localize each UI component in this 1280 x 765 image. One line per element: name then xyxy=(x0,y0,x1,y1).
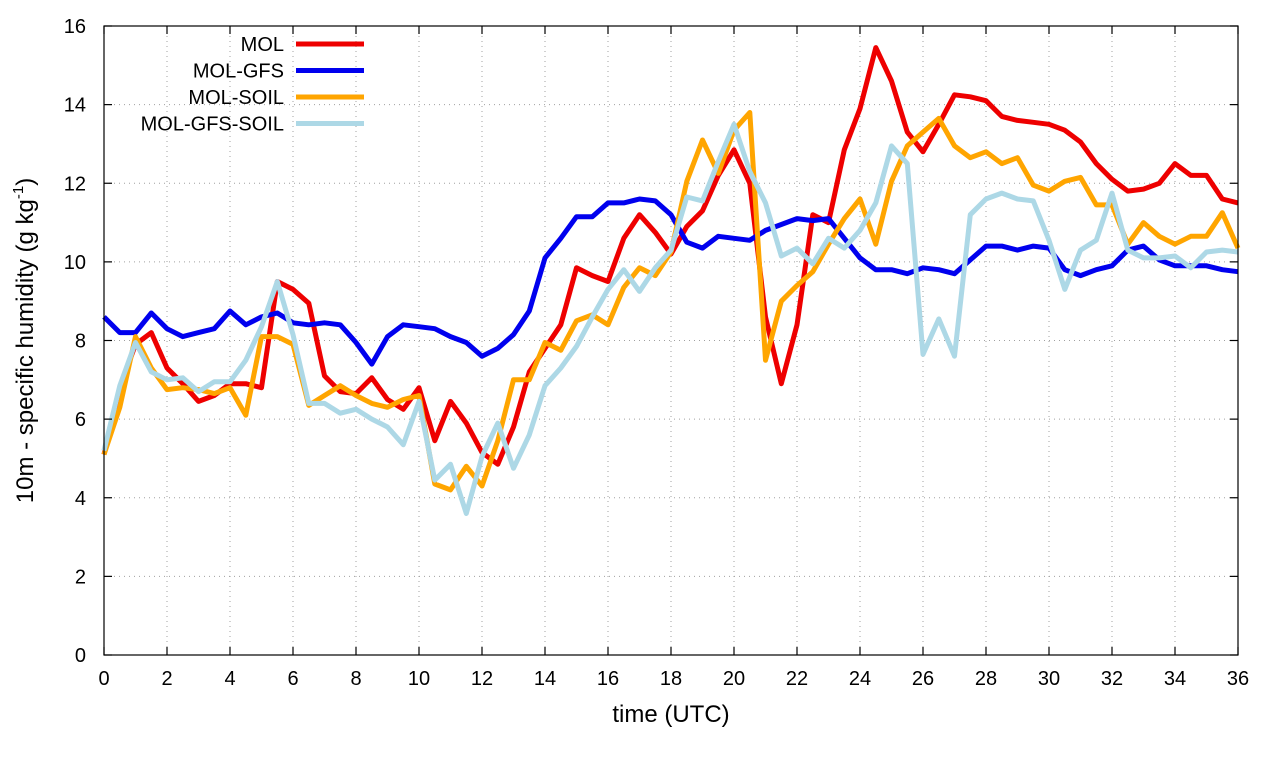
x-tick-label: 6 xyxy=(287,668,298,690)
x-tick-label: 10 xyxy=(408,668,430,690)
x-tick-label: 24 xyxy=(849,668,871,690)
x-tick-label: 2 xyxy=(161,668,172,690)
x-tick-label: 22 xyxy=(786,668,808,690)
x-axis-label: time (UTC) xyxy=(612,701,729,728)
legend-label-mol-gfs: MOL-GFS xyxy=(193,61,284,83)
y-tick-label: 10 xyxy=(64,252,86,274)
y-axis-tick-labels: 0 2 4 6 8 10 12 14 16 xyxy=(64,16,86,667)
y-axis-label-superscript: -1 xyxy=(10,186,27,199)
axis-ticks xyxy=(103,25,1239,656)
grid xyxy=(104,26,1238,655)
x-axis-tick-labels: 0 2 4 6 8 10 12 14 16 18 20 22 24 26 28 30 32 34 36 xyxy=(98,668,1249,690)
legend: MOL MOL-GFS MOL-SOIL MOL-GFS-SOIL xyxy=(141,34,364,136)
x-tick-label: 12 xyxy=(471,668,493,690)
series-layer xyxy=(101,45,1241,516)
y-tick-label: 4 xyxy=(75,488,86,510)
y-tick-label: 0 xyxy=(75,645,86,667)
legend-label-mol-soil: MOL-SOIL xyxy=(188,87,284,109)
x-tick-label: 20 xyxy=(723,668,745,690)
y-tick-label: 2 xyxy=(75,566,86,588)
y-axis-label-main: 10m - specific humidity (g kg xyxy=(12,199,39,503)
x-tick-label: 32 xyxy=(1101,668,1123,690)
x-tick-label: 26 xyxy=(912,668,934,690)
x-tick-label: 34 xyxy=(1164,668,1186,690)
y-axis-label-suffix: ) xyxy=(12,178,39,186)
series-line-mol-gfs-soil xyxy=(101,121,1239,516)
y-tick-label: 12 xyxy=(64,173,86,195)
x-tick-label: 18 xyxy=(660,668,682,690)
x-tick-label: 30 xyxy=(1038,668,1060,690)
y-tick-label: 16 xyxy=(64,16,86,38)
y-tick-label: 8 xyxy=(75,331,86,353)
y-tick-label: 14 xyxy=(64,95,86,117)
x-tick-label: 16 xyxy=(597,668,619,690)
x-tick-label: 0 xyxy=(98,668,109,690)
x-tick-label: 36 xyxy=(1227,668,1249,690)
y-axis-label: 10m - specific humidity (g kg-1) xyxy=(10,178,39,503)
x-tick-label: 28 xyxy=(975,668,997,690)
legend-label-mol-gfs-soil: MOL-GFS-SOIL xyxy=(141,114,284,136)
x-tick-label: 14 xyxy=(534,668,556,690)
legend-label-mol: MOL xyxy=(241,34,284,56)
x-tick-label: 4 xyxy=(224,668,235,690)
y-tick-label: 6 xyxy=(75,409,86,431)
x-tick-label: 8 xyxy=(350,668,361,690)
